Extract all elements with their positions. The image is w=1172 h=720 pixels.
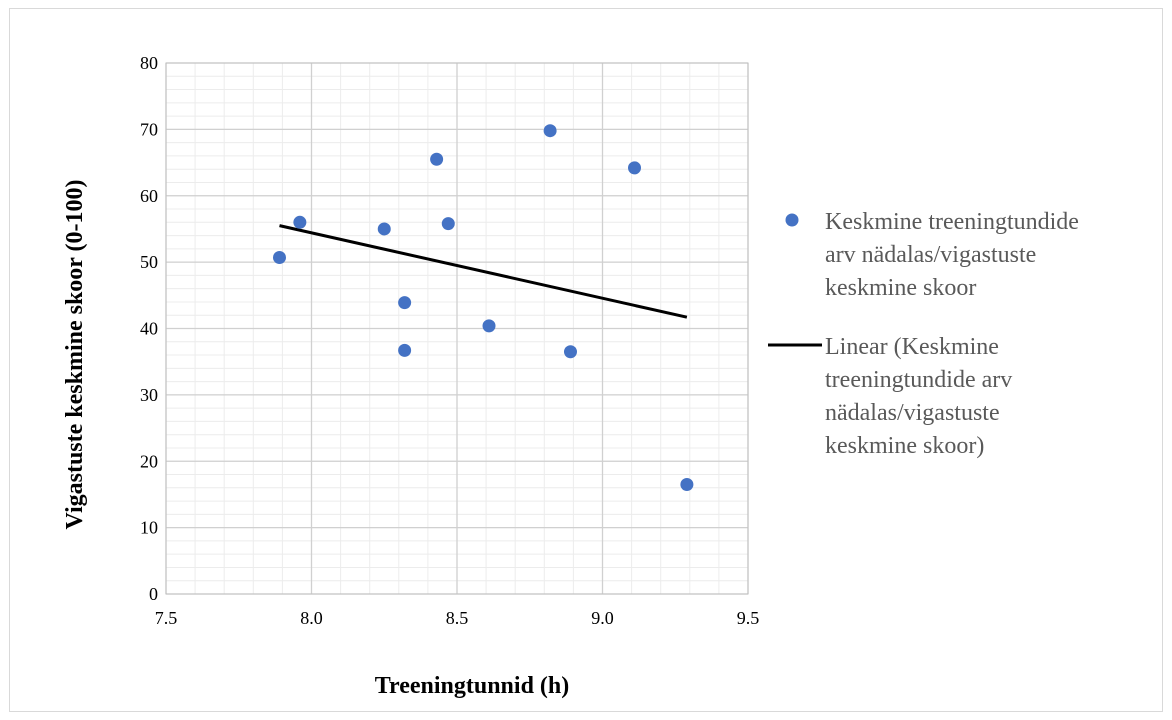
- legend-entry-scatter: Keskmine treeningtundide arv nädalas/viga…: [825, 209, 1079, 301]
- data-point-11: [680, 477, 694, 491]
- x-tick-label: 8.5: [446, 608, 469, 628]
- x-tick-label: 8.0: [300, 608, 323, 628]
- data-point-6: [441, 217, 455, 231]
- legend: Keskmine treeningtundide arv nädalas/viga…: [768, 209, 1079, 459]
- y-tick-label: 80: [140, 53, 158, 73]
- x-axis-title: Treeningtunnid (h): [375, 673, 570, 699]
- x-axis-tick-labels: 7.5 8.0 8.5 9.0 9.5: [155, 608, 760, 628]
- data-point-7: [482, 319, 496, 333]
- data-points: [272, 124, 694, 491]
- x-tick-label: 9.5: [737, 608, 760, 628]
- x-tick-label: 7.5: [155, 608, 178, 628]
- data-point-3: [398, 296, 412, 310]
- y-tick-label: 50: [140, 252, 158, 272]
- data-point-5: [430, 152, 444, 166]
- plot-area-border: [165, 62, 749, 595]
- y-tick-label: 70: [140, 119, 158, 139]
- y-tick-label: 40: [140, 319, 158, 339]
- y-tick-label: 60: [140, 186, 158, 206]
- y-tick-label: 10: [140, 518, 158, 538]
- y-axis-title: Vigastuste keskmine skoor (0-100): [62, 179, 88, 529]
- data-point-8: [543, 124, 557, 138]
- linear-trendline: [279, 224, 688, 319]
- y-axis-tick-labels: 0 10 20 30 40 50 60 70 80: [140, 53, 158, 604]
- data-point-10: [628, 161, 642, 175]
- y-tick-label: 0: [149, 584, 158, 604]
- data-point-9: [563, 345, 577, 359]
- legend-marker-scatter: [785, 213, 799, 227]
- data-point-1: [293, 215, 307, 229]
- y-tick-label: 20: [140, 451, 158, 471]
- y-tick-label: 30: [140, 385, 158, 405]
- legend-entry-trendline: Linear (Keskmine treeningtundide arv nädal…: [825, 334, 1012, 459]
- chart-frame: [9, 8, 1163, 712]
- x-tick-label: 9.0: [591, 608, 614, 628]
- data-point-2: [377, 222, 391, 236]
- data-point-4: [398, 343, 412, 357]
- data-point-0: [272, 250, 286, 264]
